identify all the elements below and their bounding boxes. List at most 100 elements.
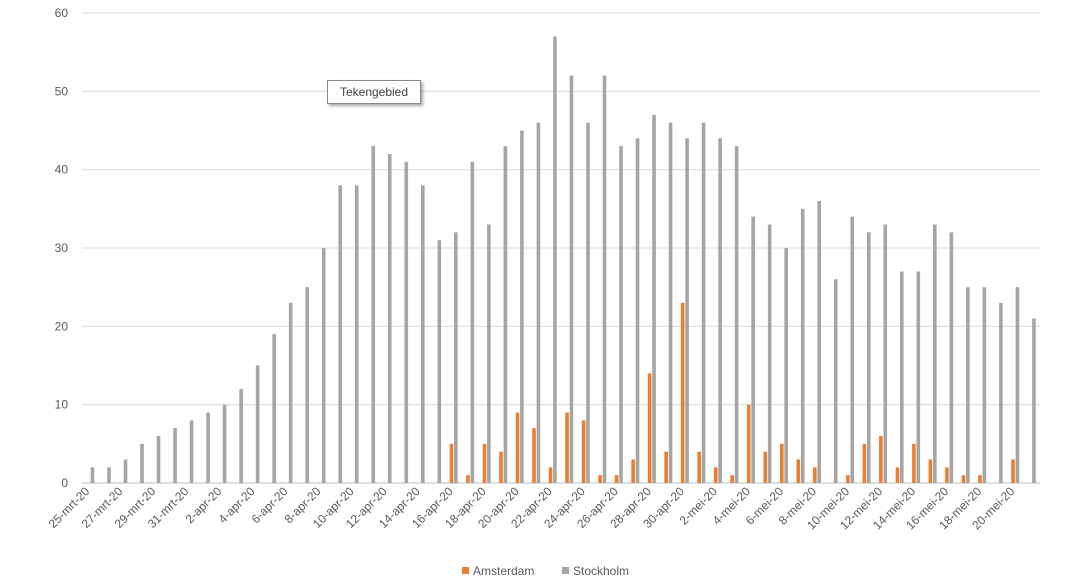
y-tick-label: 0 xyxy=(61,476,68,490)
bar-amsterdam xyxy=(664,451,668,483)
bar-amsterdam xyxy=(680,302,685,483)
bar-amsterdam xyxy=(631,459,635,483)
bar-stockholm xyxy=(503,146,508,483)
bar-amsterdam xyxy=(713,467,718,483)
bar-amsterdam xyxy=(779,443,784,483)
bar-stockholm xyxy=(536,122,541,484)
bar-stockholm xyxy=(900,271,904,483)
bar-stockholm xyxy=(553,36,557,483)
bar-amsterdam xyxy=(961,475,966,483)
bar-stockholm xyxy=(156,436,161,483)
bar-stockholm xyxy=(652,114,656,483)
bar-amsterdam xyxy=(449,443,454,483)
bar-stockholm xyxy=(173,428,177,483)
x-axis: 25-mrt-2027-mrt-2029-mrt-2031-mrt-202-ap… xyxy=(46,484,1018,532)
bar-amsterdam xyxy=(697,451,701,483)
bar-stockholm xyxy=(718,138,722,484)
bar-amsterdam xyxy=(598,475,602,483)
y-axis: 0 10 20 30 40 50 60 xyxy=(55,6,69,490)
bar-stockholm xyxy=(569,75,574,484)
bar-amsterdam xyxy=(532,428,536,483)
bar-stockholm xyxy=(239,389,243,483)
bar-stockholm xyxy=(685,138,689,484)
bar-stockholm xyxy=(784,248,788,483)
bar-stockholm xyxy=(272,334,276,483)
bar-stockholm xyxy=(421,185,425,484)
bar-stockholm xyxy=(107,467,111,483)
bar-stockholm xyxy=(1032,318,1036,483)
bar-amsterdam xyxy=(647,373,652,483)
bar-amsterdam xyxy=(515,412,520,483)
y-tick-label: 20 xyxy=(55,319,69,333)
bar-amsterdam xyxy=(945,467,949,483)
bar-stockholm xyxy=(387,154,392,483)
bar-stockholm xyxy=(883,224,888,483)
bar-stockholm xyxy=(602,75,607,484)
bar-stockholm xyxy=(90,467,95,483)
bar-stockholm xyxy=(619,146,623,483)
legend-label-amsterdam: Amsterdam xyxy=(473,564,534,578)
bar-stockholm xyxy=(140,443,144,483)
bar-amsterdam xyxy=(548,467,553,483)
bar-stockholm xyxy=(800,208,805,484)
bar-amsterdam xyxy=(614,475,619,483)
bar-stockholm xyxy=(123,459,128,483)
bar-amsterdam xyxy=(466,475,470,483)
y-tick-label: 30 xyxy=(55,241,69,255)
bar-stockholm xyxy=(354,185,359,484)
bar-stockholm xyxy=(1015,287,1020,483)
bar-amsterdam xyxy=(565,412,569,483)
bar-stockholm xyxy=(635,138,640,484)
bar-stockholm xyxy=(916,271,921,483)
plot-area-tooltip: Tekengebied xyxy=(327,80,421,104)
bar-stockholm xyxy=(817,201,822,483)
bar-stockholm xyxy=(833,279,838,483)
legend-swatch-amsterdam xyxy=(462,567,469,574)
bar-stockholm xyxy=(371,146,376,483)
bar-stockholm xyxy=(999,302,1003,483)
y-tick-label: 50 xyxy=(55,84,69,98)
bar-stockholm xyxy=(933,224,937,483)
legend: Amsterdam Stockholm xyxy=(462,564,629,578)
bar-stockholm xyxy=(338,185,343,484)
bar-amsterdam xyxy=(846,475,850,483)
bars xyxy=(90,36,1036,484)
bar-amsterdam xyxy=(482,443,487,483)
y-tick-label: 60 xyxy=(55,6,69,20)
bar-amsterdam xyxy=(879,436,883,483)
bar-stockholm xyxy=(701,122,706,484)
bar-amsterdam xyxy=(813,467,817,483)
bar-amsterdam xyxy=(746,404,751,483)
bar-amsterdam xyxy=(763,451,768,483)
bar-amsterdam xyxy=(895,467,900,483)
bar-stockholm xyxy=(321,248,326,483)
bar-stockholm xyxy=(850,216,855,483)
bar-amsterdam xyxy=(581,420,586,483)
y-tick-label: 10 xyxy=(55,398,69,412)
bar-stockholm xyxy=(866,232,871,483)
bar-stockholm xyxy=(767,224,772,483)
bar-amsterdam xyxy=(796,459,801,483)
bar-stockholm xyxy=(437,240,442,483)
bar-stockholm xyxy=(255,365,260,483)
bar-stockholm xyxy=(454,232,458,483)
bar-amsterdam xyxy=(1011,459,1015,483)
bar-stockholm xyxy=(668,122,673,484)
bar-amsterdam xyxy=(912,443,916,483)
y-tick-label: 40 xyxy=(55,163,69,177)
bar-stockholm xyxy=(206,412,210,483)
bar-amsterdam xyxy=(862,443,867,483)
bar-stockholm xyxy=(470,161,475,484)
bar-stockholm xyxy=(751,216,755,483)
bar-amsterdam xyxy=(978,475,982,483)
bar-stockholm xyxy=(487,224,491,483)
legend-label-stockholm: Stockholm xyxy=(573,564,629,578)
bar-stockholm xyxy=(586,122,590,484)
bar-amsterdam xyxy=(499,451,503,483)
bar-stockholm xyxy=(982,287,987,483)
bar-stockholm xyxy=(734,146,739,483)
bar-stockholm xyxy=(222,404,227,483)
bar-stockholm xyxy=(520,130,524,483)
bar-stockholm xyxy=(288,302,293,483)
